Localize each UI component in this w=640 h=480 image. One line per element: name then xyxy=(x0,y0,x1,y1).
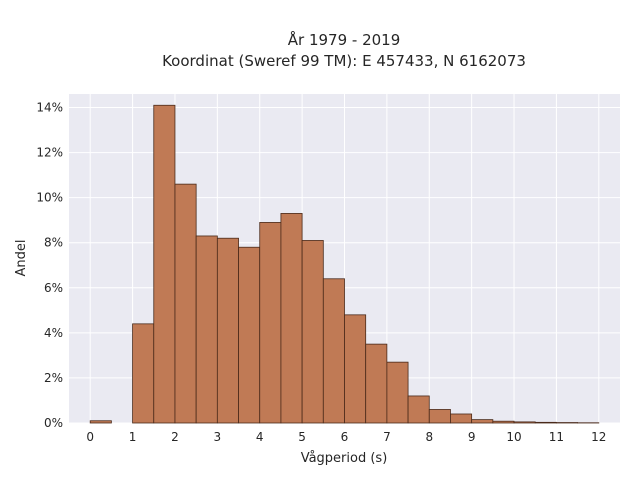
x-tick-label: 1 xyxy=(129,430,137,444)
histogram-bar xyxy=(132,323,155,424)
x-tick-label: 7 xyxy=(383,430,391,444)
x-tick-label: 4 xyxy=(256,430,264,444)
y-tick-label: 10% xyxy=(36,191,63,205)
histogram-bar xyxy=(153,104,176,424)
y-tick-label: 8% xyxy=(44,236,63,250)
chart-title-line2: Koordinat (Sweref 99 TM): E 457433, N 61… xyxy=(162,52,526,70)
histogram-bar xyxy=(195,235,218,424)
y-tick-label: 6% xyxy=(44,281,63,295)
histogram-bar xyxy=(534,421,557,424)
chart-title-line1: År 1979 - 2019 xyxy=(288,30,401,49)
y-tick-label: 4% xyxy=(44,326,63,340)
x-tick-label: 11 xyxy=(549,430,564,444)
y-tick-label: 12% xyxy=(36,146,63,160)
histogram-bar xyxy=(450,413,473,424)
y-tick-label: 14% xyxy=(36,101,63,115)
y-axis-label: Andel xyxy=(14,240,29,277)
x-tick-labels: 0 1 2 3 4 5 6 7 8 9 10 11 12 xyxy=(86,430,606,444)
histogram-bar xyxy=(301,240,324,424)
histogram-bar xyxy=(216,237,239,424)
x-tick-label: 3 xyxy=(214,430,222,444)
x-axis-label: Vågperiod (s) xyxy=(301,451,388,466)
histogram-bar xyxy=(174,183,197,424)
histogram-bar xyxy=(322,278,345,424)
y-tick-label: 2% xyxy=(44,371,63,385)
x-tick-label: 5 xyxy=(298,430,306,444)
x-tick-label: 6 xyxy=(341,430,349,444)
histogram-bar xyxy=(89,420,112,424)
histogram-bar xyxy=(492,420,515,424)
histogram-bar xyxy=(259,222,282,424)
histogram-bar xyxy=(238,246,261,424)
histogram-bar xyxy=(471,419,494,424)
x-tick-label: 8 xyxy=(425,430,433,444)
histogram-bar xyxy=(386,361,409,424)
histogram-bar xyxy=(428,409,451,424)
x-tick-label: 10 xyxy=(506,430,521,444)
histogram-bar xyxy=(344,314,367,424)
bars-group xyxy=(89,104,600,424)
y-tick-labels: 0% 2% 4% 6% 8% 10% 12% 14% xyxy=(36,101,63,430)
histogram-bar xyxy=(513,421,536,424)
x-tick-label: 2 xyxy=(171,430,179,444)
histogram-bar xyxy=(365,343,388,424)
histogram-bar xyxy=(407,395,430,424)
x-tick-label: 12 xyxy=(591,430,606,444)
y-tick-label: 0% xyxy=(44,416,63,430)
histogram-bar xyxy=(280,213,303,424)
x-tick-label: 9 xyxy=(468,430,476,444)
x-tick-label: 0 xyxy=(86,430,94,444)
